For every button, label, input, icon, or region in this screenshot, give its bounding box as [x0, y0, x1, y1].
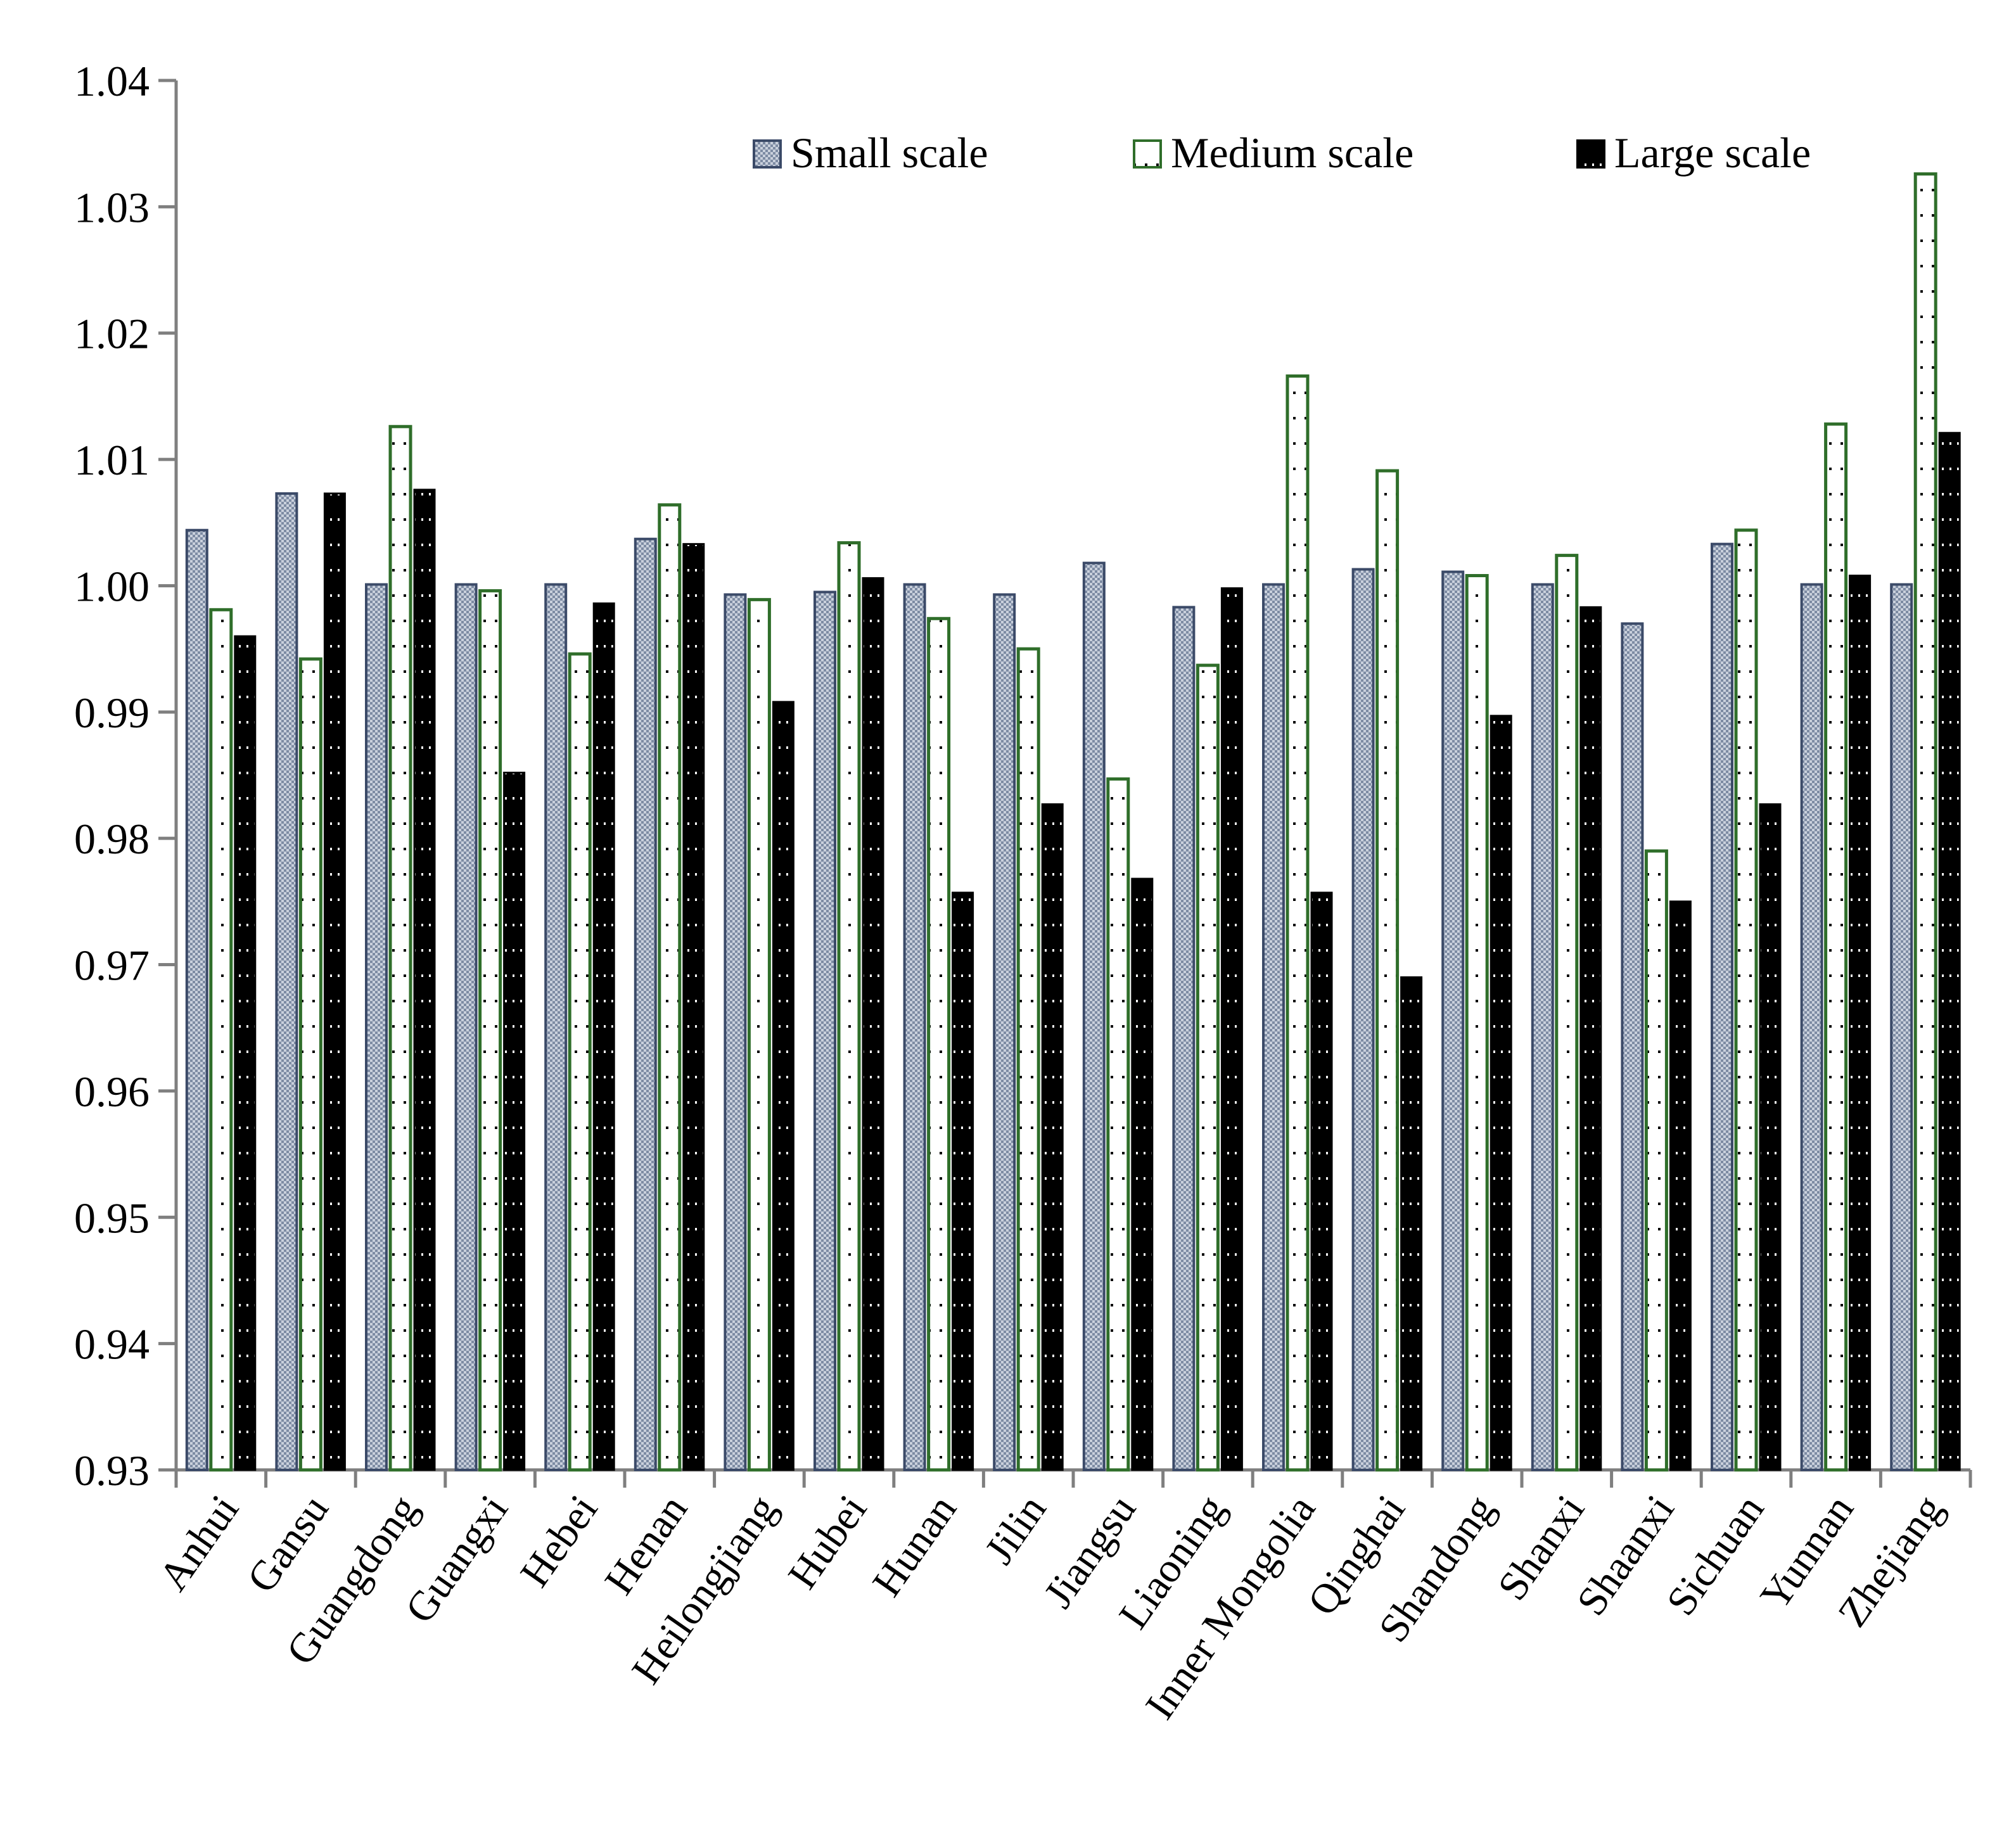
bar-large-liaoning — [1220, 587, 1243, 1471]
y-tick-label: 1.03 — [74, 183, 150, 231]
bar-medium-henan — [658, 503, 682, 1472]
bar-small-hebei — [544, 583, 568, 1471]
bar-small-gansu — [275, 492, 298, 1471]
category-label: Hubei — [779, 1487, 876, 1597]
category-label: Sichuan — [1658, 1487, 1773, 1624]
legend-label-large: Large scale — [1614, 129, 1811, 177]
bar-medium-yunnan — [1824, 422, 1848, 1472]
category-labels: AnhuiGansuGuangdongGuangxiHebeiHenanHeil… — [150, 1487, 1953, 1728]
bar-medium-zhejiang — [1913, 172, 1937, 1472]
bar-medium-inner-mongolia — [1286, 374, 1310, 1472]
legend-swatch-small — [753, 139, 782, 169]
bar-small-shaanxi — [1621, 622, 1644, 1471]
bar-small-hunan — [903, 583, 926, 1471]
y-tick-label: 1.02 — [74, 310, 150, 358]
bar-large-inner-mongolia — [1310, 891, 1333, 1471]
bar-medium-anhui — [209, 608, 233, 1472]
category-label: Hebei — [511, 1487, 606, 1595]
bar-large-jiangsu — [1131, 878, 1154, 1471]
y-tick-label: 0.97 — [74, 942, 150, 990]
bar-small-zhejiang — [1890, 583, 1913, 1471]
bar-medium-sichuan — [1734, 528, 1758, 1472]
bar-medium-qinghai — [1375, 469, 1400, 1472]
bar-small-guangxi — [454, 583, 478, 1471]
bar-small-jilin — [993, 593, 1016, 1471]
bar-medium-shandong — [1465, 574, 1489, 1472]
category-label: Jilin — [976, 1487, 1055, 1573]
y-tick-label: 0.95 — [74, 1194, 150, 1242]
bar-small-yunnan — [1800, 583, 1823, 1471]
bar-small-henan — [634, 537, 657, 1472]
legend-label-small: Small scale — [791, 129, 988, 177]
bar-large-guangxi — [503, 772, 526, 1471]
bar-small-qinghai — [1351, 568, 1375, 1472]
legend-swatch-large — [1576, 139, 1605, 169]
bar-medium-shaanxi — [1644, 849, 1668, 1472]
bar-large-yunnan — [1849, 575, 1872, 1471]
axes: 0.93 0.94 0.95 0.96 0.97 0.98 0.99 1.00 1.01 1.02… — [74, 57, 1972, 1495]
bar-small-heilongjiang — [724, 593, 747, 1471]
bar-medium-hubei — [837, 541, 861, 1472]
bar-medium-jiangsu — [1106, 777, 1130, 1472]
y-tick-label: 0.94 — [74, 1320, 150, 1369]
bar-large-gansu — [323, 492, 346, 1471]
y-tick-label: 1.04 — [74, 57, 150, 105]
bar-large-jilin — [1041, 803, 1064, 1471]
bar-large-hubei — [862, 577, 884, 1471]
y-tick-label: 0.93 — [74, 1446, 150, 1495]
bar-medium-gansu — [298, 657, 322, 1472]
bar-small-hubei — [813, 591, 836, 1471]
bar-large-anhui — [234, 635, 257, 1471]
category-label: Anhui — [150, 1487, 248, 1599]
bar-small-liaoning — [1172, 606, 1196, 1472]
category-label: Hunan — [864, 1487, 966, 1605]
bar-small-anhui — [185, 528, 208, 1472]
bar-large-shanxi — [1579, 606, 1602, 1471]
bar-medium-heilongjiang — [747, 597, 771, 1472]
bar-medium-hunan — [927, 616, 951, 1472]
bar-large-henan — [682, 543, 705, 1471]
y-tick-label: 1.01 — [74, 436, 150, 484]
bars — [185, 172, 1961, 1472]
legend-label-medium: Medium scale — [1171, 129, 1413, 177]
bar-large-hunan — [952, 891, 974, 1471]
bar-medium-guangxi — [478, 589, 502, 1472]
bar-large-hebei — [592, 602, 615, 1471]
y-tick-label: 0.98 — [74, 815, 150, 863]
legend: Small scale Medium scale Large scale — [753, 129, 1811, 177]
bar-large-shaanxi — [1669, 900, 1692, 1471]
bar-large-zhejiang — [1938, 431, 1961, 1471]
bar-medium-shanxi — [1555, 554, 1579, 1472]
y-tick-label: 0.99 — [74, 689, 150, 737]
bar-small-sichuan — [1711, 542, 1733, 1471]
bar-small-shandong — [1441, 570, 1465, 1471]
bar-small-inner-mongolia — [1262, 583, 1285, 1471]
bar-large-sichuan — [1759, 803, 1782, 1471]
y-tick-label: 1.00 — [74, 562, 150, 610]
bar-large-shandong — [1490, 715, 1512, 1471]
bar-medium-liaoning — [1196, 663, 1220, 1472]
bar-medium-hebei — [568, 652, 592, 1472]
bar-medium-guangdong — [388, 425, 412, 1472]
bar-small-jiangsu — [1082, 561, 1106, 1471]
y-tick-label: 0.96 — [74, 1068, 150, 1116]
legend-swatch-medium — [1133, 139, 1162, 169]
bar-small-shanxi — [1531, 583, 1554, 1471]
bar-large-heilongjiang — [772, 701, 794, 1471]
bar-large-guangdong — [413, 488, 436, 1471]
bar-small-guangdong — [365, 583, 388, 1471]
bar-large-qinghai — [1400, 976, 1423, 1471]
bar-medium-jilin — [1016, 647, 1040, 1472]
